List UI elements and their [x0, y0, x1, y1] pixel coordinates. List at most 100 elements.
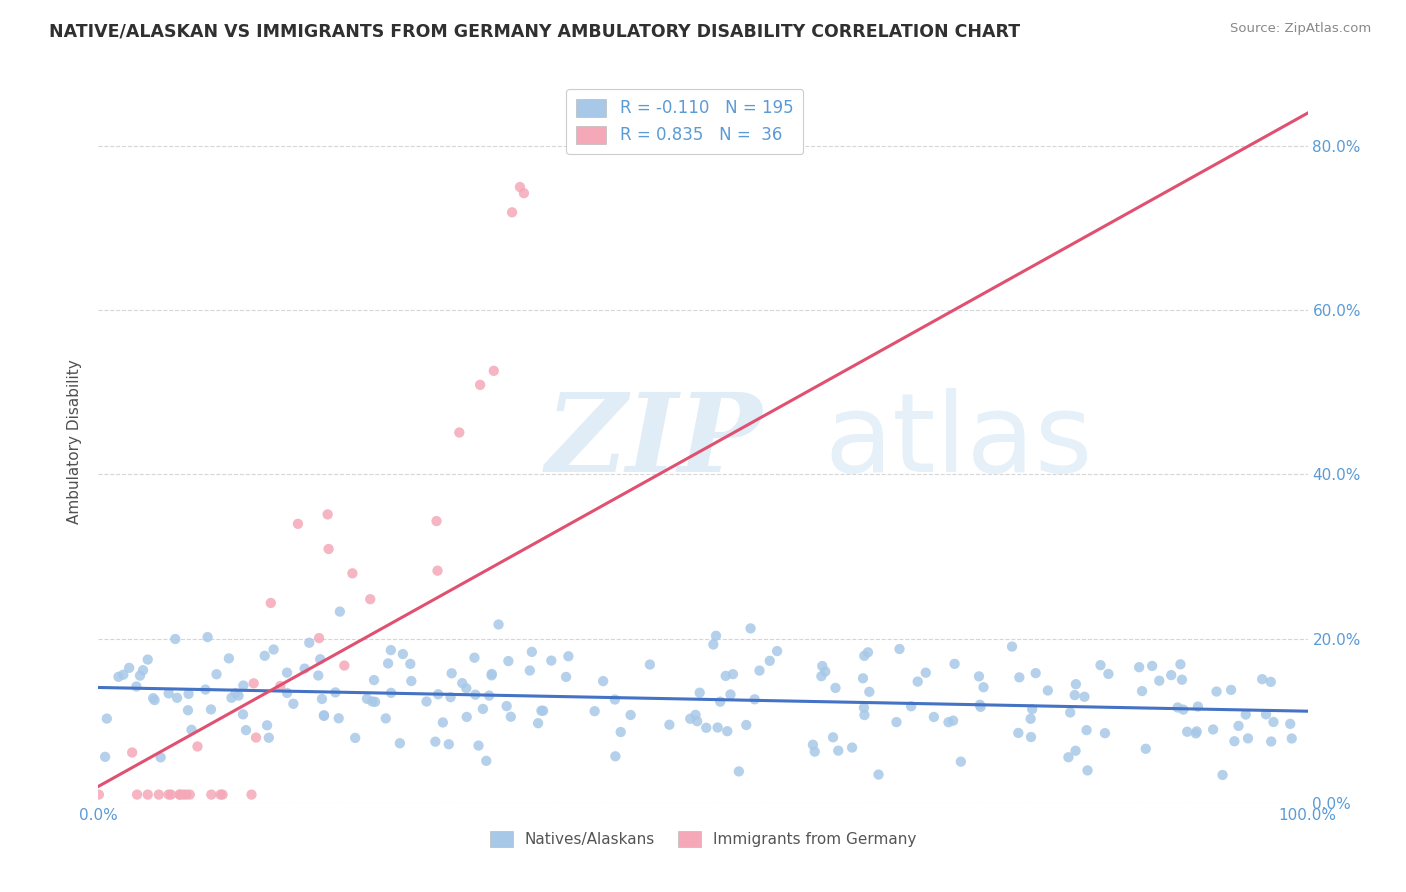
Point [638, 657, 661, 672]
Y-axis label: Ambulatory Disability: Ambulatory Disability [67, 359, 83, 524]
Point [312, 708, 335, 723]
Point [1279, 716, 1302, 731]
Text: atlas: atlas [824, 388, 1092, 495]
Point [298, 636, 321, 650]
Point [852, 700, 875, 714]
Point [121, 746, 143, 760]
Point [200, 788, 222, 802]
Point [232, 679, 254, 693]
Point [253, 648, 276, 663]
Point [1090, 658, 1112, 673]
Point [889, 642, 911, 657]
Point [333, 658, 356, 673]
Point [1130, 684, 1153, 698]
Point [949, 755, 972, 769]
Point [380, 643, 402, 657]
Point [157, 788, 180, 802]
Point [388, 736, 411, 750]
Point [464, 688, 486, 702]
Point [186, 739, 208, 754]
Point [364, 695, 387, 709]
Point [1008, 670, 1031, 684]
Point [1185, 724, 1208, 739]
Point [841, 740, 863, 755]
Point [356, 691, 378, 706]
Point [87, 788, 110, 802]
Point [1007, 726, 1029, 740]
Point [467, 739, 489, 753]
Point [1175, 724, 1198, 739]
Point [967, 669, 990, 683]
Point [425, 514, 447, 528]
Point [197, 630, 219, 644]
Text: NATIVE/ALASKAN VS IMMIGRANTS FROM GERMANY AMBULATORY DISABILITY CORRELATION CHAR: NATIVE/ALASKAN VS IMMIGRANTS FROM GERMAN… [49, 22, 1021, 40]
Point [456, 681, 478, 696]
Point [194, 682, 217, 697]
Point [425, 734, 447, 748]
Point [478, 689, 501, 703]
Point [235, 723, 257, 738]
Point [132, 663, 155, 677]
Point [658, 717, 681, 731]
Point [449, 425, 471, 440]
Point [907, 674, 929, 689]
Point [827, 744, 849, 758]
Point [468, 377, 491, 392]
Point [283, 697, 305, 711]
Point [689, 686, 711, 700]
Point [853, 708, 876, 723]
Point [706, 721, 728, 735]
Point [709, 695, 731, 709]
Point [498, 654, 520, 668]
Point [342, 566, 364, 581]
Point [225, 686, 247, 700]
Point [392, 647, 415, 661]
Point [810, 669, 832, 683]
Point [456, 710, 478, 724]
Point [603, 692, 626, 706]
Point [801, 738, 824, 752]
Text: ZIP: ZIP [546, 388, 762, 495]
Point [922, 710, 945, 724]
Point [200, 702, 222, 716]
Point [169, 788, 191, 802]
Point [914, 665, 936, 680]
Point [1097, 666, 1119, 681]
Point [475, 754, 498, 768]
Point [727, 764, 749, 779]
Point [232, 707, 254, 722]
Point [679, 712, 702, 726]
Point [1260, 734, 1282, 748]
Point [211, 788, 233, 802]
Point [714, 669, 737, 683]
Point [96, 712, 118, 726]
Point [513, 186, 536, 201]
Point [439, 690, 461, 705]
Point [316, 508, 339, 522]
Point [1220, 682, 1243, 697]
Point [1064, 677, 1087, 691]
Point [426, 564, 449, 578]
Point [1019, 730, 1042, 744]
Point [1063, 688, 1085, 702]
Point [803, 745, 825, 759]
Point [969, 698, 991, 712]
Point [1251, 672, 1274, 686]
Point [329, 605, 352, 619]
Point [221, 690, 243, 705]
Point [136, 788, 159, 802]
Point [1036, 683, 1059, 698]
Point [605, 749, 627, 764]
Point [1205, 684, 1227, 698]
Point [166, 690, 188, 705]
Point [427, 687, 450, 701]
Point [260, 596, 283, 610]
Point [1170, 657, 1192, 672]
Point [440, 666, 463, 681]
Point [766, 644, 789, 658]
Point [501, 205, 523, 219]
Point [242, 676, 264, 690]
Point [721, 667, 744, 681]
Point [263, 642, 285, 657]
Point [702, 638, 724, 652]
